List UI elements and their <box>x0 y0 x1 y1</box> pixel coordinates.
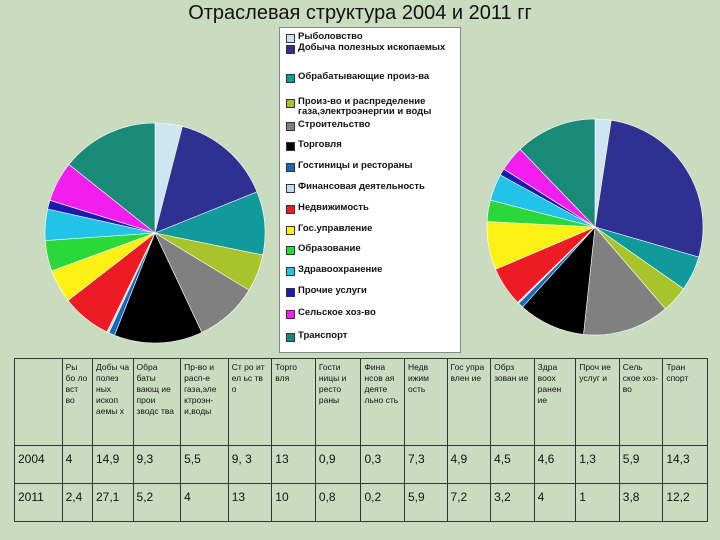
legend-label: Недвижимость <box>298 202 369 213</box>
legend-swatch <box>286 205 295 214</box>
pie-chart-2011 <box>486 118 704 336</box>
legend-swatch <box>286 99 295 108</box>
legend-swatch <box>286 74 295 83</box>
table-cell: 2,4 <box>61 483 94 522</box>
pie-slice-2011-15 <box>519 118 596 228</box>
table-row-label: 2011 <box>14 483 63 522</box>
chart-title: Отраслевая структура 2004 и 2011 гг <box>188 2 532 24</box>
legend-swatch <box>286 310 295 319</box>
legend-swatch <box>286 267 295 276</box>
legend-label: Произ-во и распределение газа,электроэне… <box>298 96 432 117</box>
table-header-cell: Здра воох ранен ие <box>533 358 577 446</box>
table-header-cell: Фина нсов ая деяте льно сть <box>360 358 405 446</box>
table-header-cell: Проч ие услуг и <box>575 358 620 446</box>
legend-swatch <box>286 45 295 54</box>
table-header-cell: Торго вля <box>271 358 316 446</box>
table-cell: 7,3 <box>404 445 448 484</box>
legend-label: Здравоохранение <box>298 264 383 275</box>
table-header-row: Ры бо ло вст во Добы ча полез ных ископ а… <box>14 358 708 446</box>
legend-swatch <box>286 184 295 193</box>
table-cell: 4 <box>533 483 577 522</box>
table-cell: 13 <box>271 445 316 484</box>
table-row: 2004 4 14,9 9,3 5,5 9, 3 13 0,9 0,3 7,3 4,9 4,5 4,6 1… <box>14 445 708 484</box>
table-cell: 1 <box>575 483 620 522</box>
table-cell: 14,9 <box>92 445 134 484</box>
table-cell: 3,2 <box>490 483 535 522</box>
table-cell: 7,2 <box>446 483 492 522</box>
table-cell: 5,9 <box>404 483 448 522</box>
legend-swatch <box>286 333 295 342</box>
legend-label: Торговля <box>298 139 342 150</box>
chart-legend: Рыболовство Добыча полезных ископаемых Обр… <box>279 27 461 353</box>
table-header-cell: Гости ницы и ресто раны <box>314 358 362 446</box>
table-cell: 4 <box>61 445 94 484</box>
legend-label: Гостиницы и рестораны <box>298 160 413 171</box>
table-cell: 4 <box>180 483 229 522</box>
table-row-label: 2004 <box>14 445 63 484</box>
table-cell: 4,9 <box>446 445 492 484</box>
legend-swatch <box>286 246 295 255</box>
legend-swatch <box>286 34 295 43</box>
pie-slice-2004-6 <box>114 232 203 344</box>
legend-label: Строительство <box>298 119 371 130</box>
legend-label: Рыболовство <box>298 31 363 42</box>
pie-slice-2004-2 <box>154 126 258 234</box>
legend-label: Сельское хоз-во <box>298 307 376 318</box>
table-header-cell: Тран спорт <box>662 358 708 446</box>
pie-slice-2011-5 <box>583 226 666 336</box>
table-cell: 3,8 <box>618 483 664 522</box>
table-cell: 13 <box>227 483 273 522</box>
legend-label: Прочие услуги <box>298 285 367 296</box>
table-cell: 10 <box>271 483 316 522</box>
table-header-cell: Обра баты вающ ие прои зводс тва <box>132 358 182 446</box>
data-table: Ры бо ло вст во Добы ча полез ных ископ а… <box>14 358 708 522</box>
table-header-cell: Недв ижим ость <box>404 358 448 446</box>
legend-label: Гос.управление <box>298 223 373 234</box>
legend-swatch <box>286 163 295 172</box>
table-cell: 9, 3 <box>227 445 273 484</box>
table-cell: 0,2 <box>360 483 405 522</box>
table-cell: 4,6 <box>533 445 577 484</box>
table-row: 2011 2,4 27,1 5,2 4 13 10 0,8 0,2 5,9 7,2 3,2 4 1 3,8 1… <box>14 483 708 522</box>
legend-swatch <box>286 288 295 297</box>
legend-swatch <box>286 142 295 151</box>
legend-swatch <box>286 122 295 131</box>
table-header-cell: Сель ское хоз-во <box>618 358 664 446</box>
table-header-cell: Гос упра влен ие <box>446 358 492 446</box>
table-cell: 0,8 <box>314 483 362 522</box>
table-cell: 0,3 <box>360 445 405 484</box>
table-cell: 1,3 <box>575 445 620 484</box>
table-header-cell: Пр-во и расп-е газа,эле ктроэн-и,воды <box>180 358 229 446</box>
pie-slice-2011-2 <box>594 119 704 258</box>
table-cell: 0,9 <box>314 445 362 484</box>
table-header-cell: Ст ро ит ел ьс тв о <box>227 358 273 446</box>
legend-swatch <box>286 226 295 235</box>
table-cell: 5,2 <box>132 483 182 522</box>
legend-label: Добыча полезных ископаемых <box>298 42 446 53</box>
table-cell: 14,3 <box>662 445 708 484</box>
table-cell: 4,5 <box>490 445 535 484</box>
legend-label: Образование <box>298 243 361 254</box>
legend-label: Финансовая деятельность <box>298 181 425 192</box>
table-corner-cell <box>14 358 63 446</box>
pie-chart-2004 <box>44 122 266 344</box>
table-header-cell: Обрз зован ие <box>490 358 535 446</box>
legend-label: Транспорт <box>298 330 348 341</box>
table-header-cell: Добы ча полез ных ископ аемы х <box>92 358 134 446</box>
table-cell: 5,9 <box>618 445 664 484</box>
table-cell: 27,1 <box>92 483 134 522</box>
table-header-cell: Ры бо ло вст во <box>61 358 94 446</box>
table-cell: 12,2 <box>662 483 708 522</box>
pie-slice-2004-15 <box>68 122 156 234</box>
legend-label: Обрабатывающие произ-ва <box>298 71 430 82</box>
table-cell: 9,3 <box>132 445 182 484</box>
table-cell: 5,5 <box>180 445 229 484</box>
